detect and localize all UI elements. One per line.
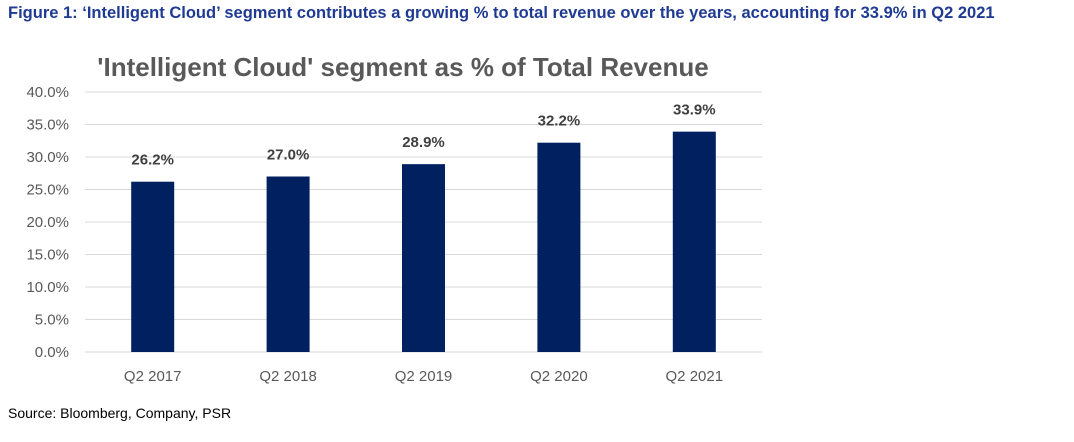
x-tick-label: Q2 2018	[259, 368, 317, 385]
bar	[402, 164, 445, 352]
y-axis: 0.0% 5.0% 10.0% 15.0% 20.0% 25.0% 30.0% 35.0% 40…	[26, 84, 69, 361]
y-tick-label: 25.0%	[26, 182, 69, 199]
y-tick-label: 0.0%	[35, 344, 69, 361]
y-tick-label: 5.0%	[35, 312, 69, 329]
x-tick-label: Q2 2017	[124, 368, 182, 385]
y-tick-label: 30.0%	[26, 149, 69, 166]
data-label: 28.9%	[402, 134, 445, 151]
bars	[131, 131, 716, 352]
y-tick-label: 20.0%	[26, 214, 69, 231]
figure-caption: Figure 1: ‘Intelligent Cloud’ segment co…	[8, 4, 995, 22]
source-note: Source: Bloomberg, Company, PSR	[8, 405, 232, 421]
data-label: 26.2%	[131, 152, 174, 169]
bar	[537, 142, 581, 352]
y-tick-label: 40.0%	[26, 84, 69, 101]
bar	[131, 181, 175, 352]
x-tick-label: Q2 2019	[395, 368, 453, 385]
bar	[672, 131, 716, 352]
data-label: 33.9%	[673, 102, 716, 119]
y-tick-label: 15.0%	[26, 247, 69, 264]
x-tick-label: Q2 2020	[530, 368, 588, 385]
x-axis: Q2 2017 Q2 2018 Q2 2019 Q2 2020 Q2 2021	[124, 368, 723, 385]
data-labels: 26.2% 27.0% 28.9% 32.2% 33.9%	[131, 102, 715, 169]
x-tick-label: Q2 2021	[666, 368, 724, 385]
y-tick-label: 10.0%	[26, 279, 69, 296]
chart-title: 'Intelligent Cloud' segment as % of Tota…	[97, 52, 708, 82]
data-label: 32.2%	[538, 113, 581, 130]
y-tick-label: 35.0%	[26, 117, 69, 134]
data-label: 27.0%	[267, 147, 310, 164]
bar	[266, 176, 310, 352]
